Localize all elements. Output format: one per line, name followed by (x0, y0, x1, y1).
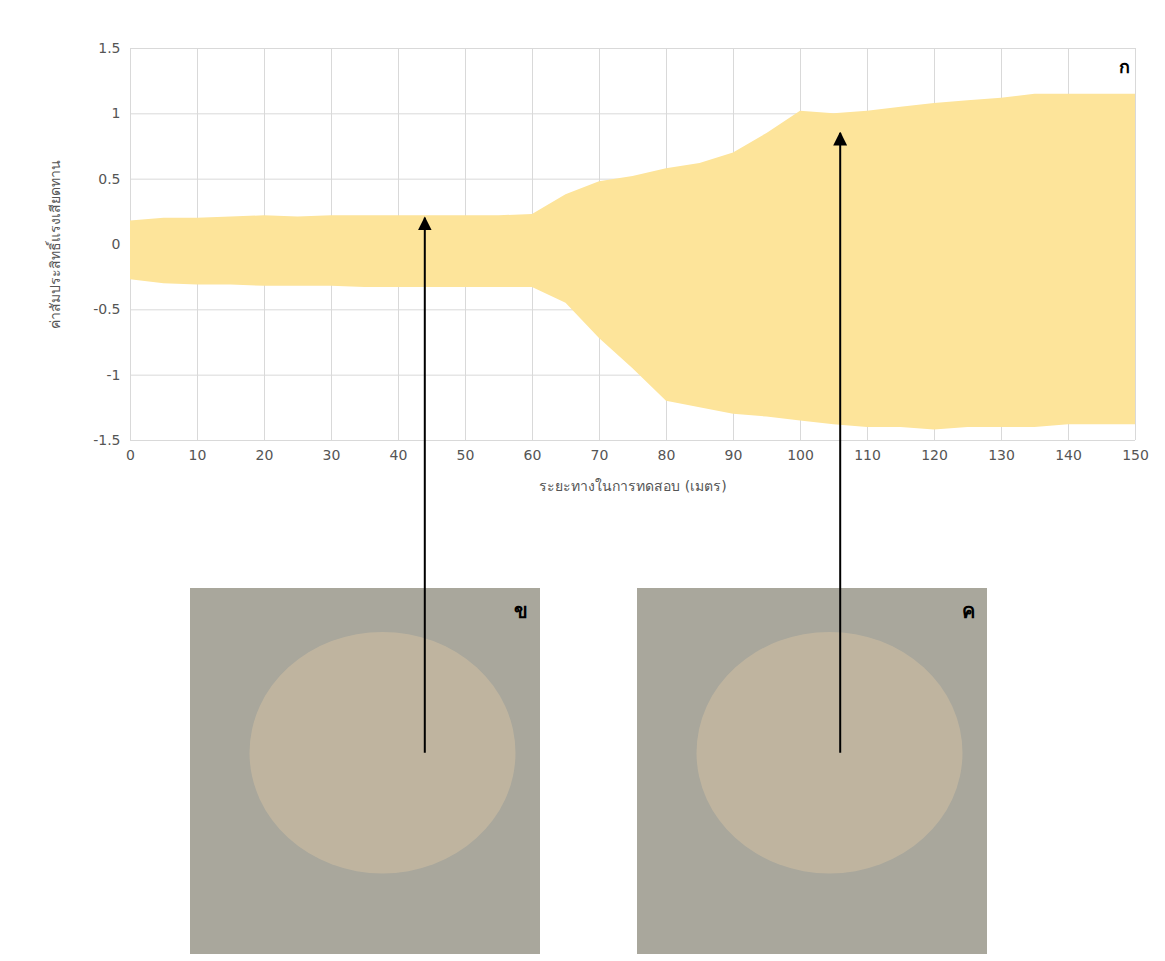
svg-text:100: 100 (787, 447, 814, 463)
svg-text:130: 130 (988, 447, 1015, 463)
svg-text:-1: -1 (107, 367, 121, 383)
svg-text:ค: ค (962, 599, 975, 623)
svg-text:-1.5: -1.5 (93, 432, 120, 448)
svg-text:1.5: 1.5 (98, 40, 120, 56)
svg-text:60: 60 (524, 447, 542, 463)
svg-text:80: 80 (658, 447, 676, 463)
svg-text:40: 40 (390, 447, 408, 463)
svg-text:110: 110 (854, 447, 881, 463)
svg-text:-0.5: -0.5 (93, 301, 120, 317)
svg-text:120: 120 (921, 447, 948, 463)
svg-text:70: 70 (591, 447, 609, 463)
svg-text:ข: ข (514, 599, 528, 623)
svg-text:0: 0 (126, 447, 135, 463)
svg-text:30: 30 (323, 447, 341, 463)
svg-text:140: 140 (1055, 447, 1082, 463)
svg-text:ระยะทางในการทดสอบ (เมตร): ระยะทางในการทดสอบ (เมตร) (539, 478, 726, 494)
svg-text:0: 0 (112, 236, 121, 252)
svg-text:0.5: 0.5 (98, 171, 120, 187)
svg-text:90: 90 (725, 447, 743, 463)
svg-text:10: 10 (189, 447, 207, 463)
svg-text:1: 1 (112, 105, 121, 121)
svg-text:50: 50 (457, 447, 475, 463)
svg-text:ก: ก (1119, 56, 1130, 77)
svg-text:ค่าสัมประสิทธิ์แรงเสียดทาน: ค่าสัมประสิทธิ์แรงเสียดทาน (45, 160, 63, 329)
svg-text:150: 150 (1122, 447, 1149, 463)
svg-text:20: 20 (256, 447, 274, 463)
